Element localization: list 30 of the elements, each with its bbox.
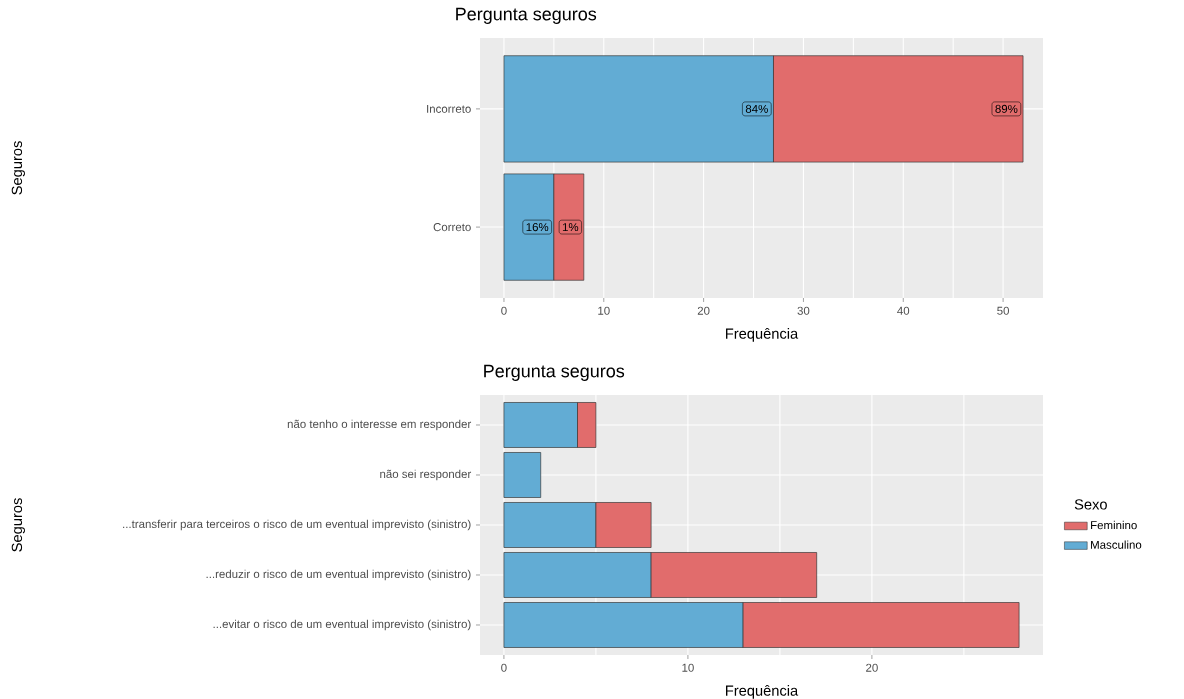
y-axis-title: Seguros [11,498,25,552]
y-tick-label: Correto [433,223,471,232]
x-tick-label: 40 [897,306,910,315]
x-tick-label: 10 [682,663,694,672]
y-tick-label: ...evitar o risco de um eventual imprevisto (sinistro) [213,619,471,631]
x-tick-label: 0 [501,306,507,315]
x-tick-label: 50 [997,306,1009,315]
y-axis-title: Seguros [11,141,25,195]
chart-title: Pergunta seguros [484,364,625,381]
annotation: 84% [745,104,768,113]
legend-label: Feminino [1091,520,1137,530]
bar [503,452,542,498]
annotation: 16% [526,223,549,232]
legend-label: Masculino [1091,540,1142,549]
annotation: 89% [995,104,1018,113]
y-tick-label: ...transferir para terceiros o risco de um eventual imprevisto (sinistro) [123,519,471,531]
x-axis-title: Frequência [726,327,799,342]
x-tick-label: 20 [866,663,878,672]
x-tick-label: 20 [697,306,710,315]
x-tick-label: 10 [598,306,610,315]
y-tick-label: Incorreto [427,104,471,113]
x-tick-label: 30 [797,306,810,315]
x-axis-title: Frequência [726,685,799,699]
y-tick-label: ...reduzir o risco de um eventual imprevisto (sinistro) [206,569,471,581]
chart-title: Pergunta seguros [456,7,597,24]
legend-title: Sexo [1074,499,1107,510]
annotation: 1% [562,223,579,232]
y-tick-label: não tenho o interesse em responder [287,419,472,431]
x-tick-label: 0 [501,663,507,672]
y-tick-label: não sei responder [380,469,472,481]
